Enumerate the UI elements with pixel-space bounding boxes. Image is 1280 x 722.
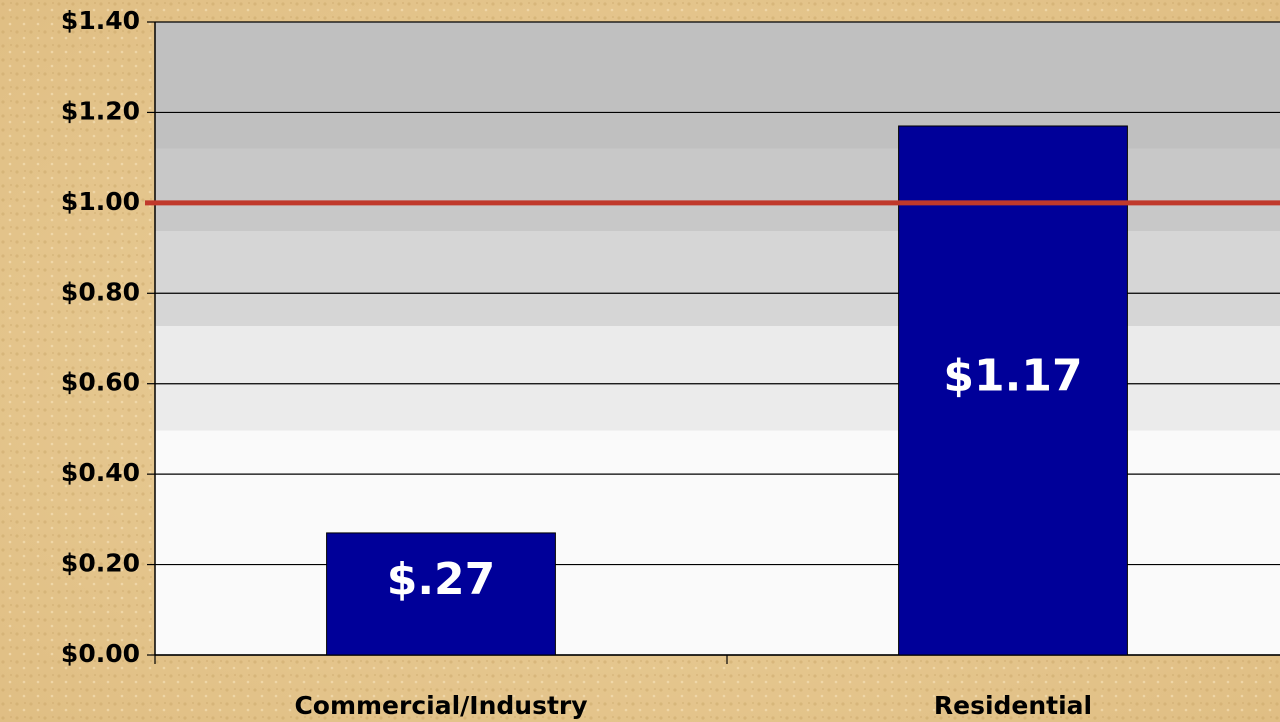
y-tick-label: $1.40 xyxy=(61,6,140,35)
y-tick-label: $0.80 xyxy=(61,277,140,306)
data-label: $.27 xyxy=(387,554,496,605)
y-tick-label: $1.20 xyxy=(61,96,140,125)
y-tick-label: $0.40 xyxy=(61,458,140,487)
y-tick-label: $0.20 xyxy=(61,549,140,578)
x-tick-label: Commercial/Industry xyxy=(294,691,587,720)
x-tick-label: Residential xyxy=(934,691,1092,720)
data-label: $1.17 xyxy=(943,350,1082,401)
bar xyxy=(898,125,1128,656)
y-tick-label: $1.00 xyxy=(61,187,140,216)
y-tick-label: $0.00 xyxy=(61,639,140,668)
y-tick-label: $0.60 xyxy=(61,368,140,397)
bar xyxy=(326,532,556,656)
